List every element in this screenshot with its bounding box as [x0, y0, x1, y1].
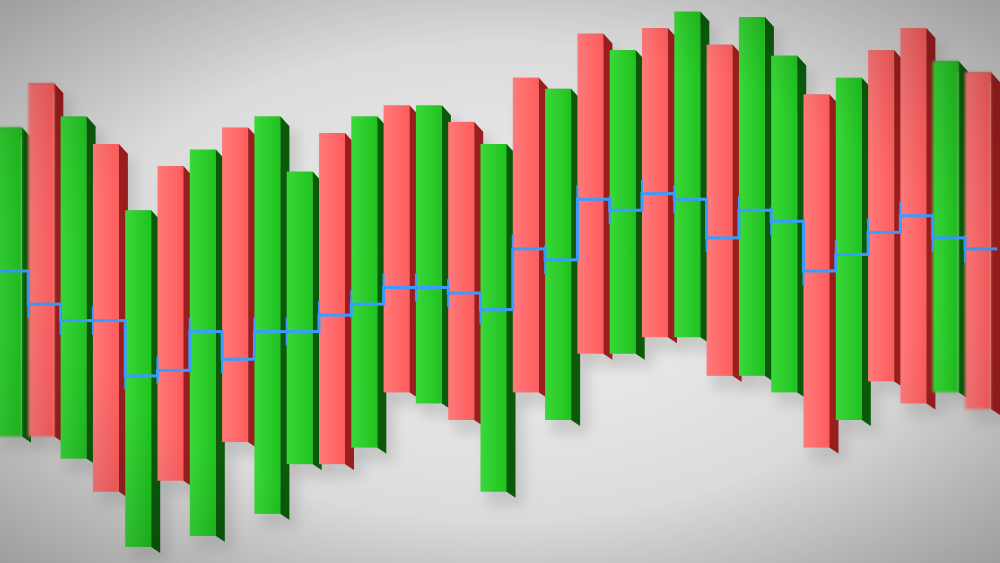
candlestick-scene	[0, 0, 1000, 563]
scene-canvas	[0, 0, 1000, 563]
vignette	[0, 0, 1000, 563]
